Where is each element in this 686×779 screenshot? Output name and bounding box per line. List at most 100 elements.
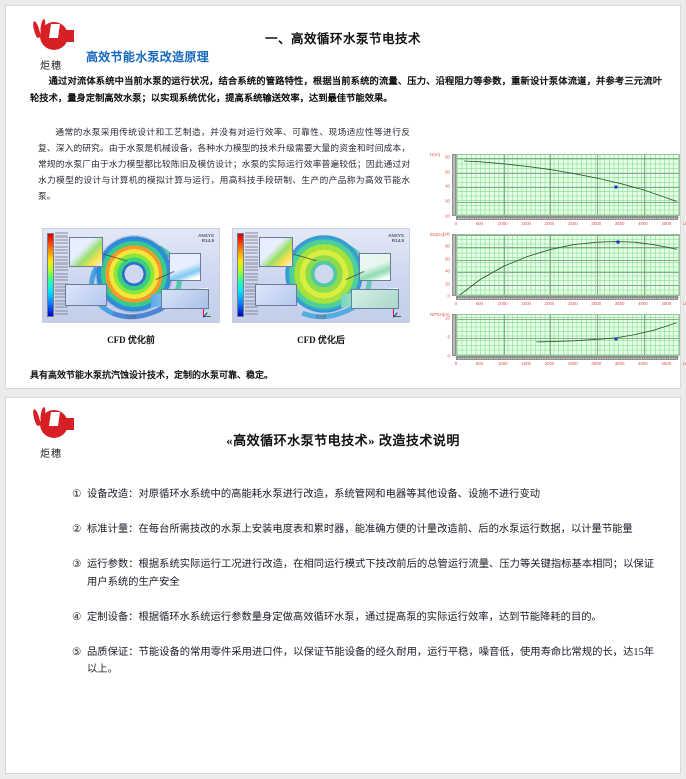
note-number: ③ bbox=[72, 559, 82, 571]
cfd-before-image: ANSYS R14.5 流线图 bbox=[42, 228, 220, 323]
cfd-after-image: ANSYS R14.5 流线图 bbox=[232, 228, 410, 323]
cfd-detail-inset-2 bbox=[169, 253, 201, 281]
technical-note-item: ① 设备改造：对原循环水系统中的高能耗水泵进行改造，系统管网和电器等其他设备、设施… bbox=[72, 486, 654, 504]
chart-y-axis-bar bbox=[452, 234, 456, 296]
y-tick-label: 60 bbox=[445, 256, 450, 262]
cfd-figure-group: ANSYS R14.5 流线图 CFD 优化前 bbox=[42, 228, 410, 346]
body-paragraph: 通常的水泵采用传统设计和工艺制造，并没有对运行效率、可靠性、现场适应性等进行反复… bbox=[38, 127, 410, 202]
x-tick-label: 3500 bbox=[614, 301, 625, 306]
x-tick-label: 4500 bbox=[661, 361, 672, 366]
chart-gridline-horizontal bbox=[457, 284, 679, 286]
x-tick-label: 1500 bbox=[521, 361, 531, 366]
chart-plot-area bbox=[456, 234, 680, 298]
pump-performance-charts: H(m) 20 30 40 50 60 0 500 1000 1500 2000 2500 3000 35… bbox=[430, 152, 686, 374]
x-tick-label: 4000 bbox=[638, 361, 648, 366]
chart-gridline-vertical bbox=[550, 315, 552, 355]
cfd-colorbar bbox=[237, 233, 244, 317]
note-text: 品质保证：节能设备的常用零件采用进口件，以保证节能设备的经久耐用，运行平稳，噪音… bbox=[87, 646, 654, 676]
cfd-colorbar bbox=[47, 233, 54, 317]
cfd-detail-inset-2 bbox=[359, 253, 391, 281]
chart-gridline-horizontal bbox=[457, 297, 679, 298]
chart-gridline-vertical bbox=[503, 155, 505, 215]
note-text: 运行参数：根据系统实际运行工况进行改造，在相同运行模式下技改前后的总管运行流量、… bbox=[87, 559, 654, 588]
y-tick-label: 20 bbox=[445, 281, 450, 287]
x-tick-label: 0 bbox=[454, 301, 458, 306]
chart-gridline-horizontal bbox=[457, 172, 679, 174]
chart-gridline-horizontal bbox=[457, 217, 679, 218]
technical-note-item: ② 标准计量：在每台所需技改的水泵上安装电度表和累时器，能准确方便的计量改造前、后… bbox=[72, 521, 654, 539]
x-tick-label: 2000 bbox=[544, 301, 555, 306]
chart-operating-point-marker bbox=[614, 337, 618, 341]
ansys-watermark: ANSYS R14.5 bbox=[198, 233, 214, 244]
chart-gridline-horizontal bbox=[457, 202, 679, 204]
cfd-colorbar-ticks bbox=[55, 232, 71, 318]
x-tick-label: 500 bbox=[475, 221, 484, 226]
chart-y-axis-bar bbox=[452, 314, 456, 356]
x-tick-label: 1500 bbox=[521, 301, 531, 306]
y-tick-label: 20 bbox=[445, 213, 450, 219]
top-slide-card: 炬穗 一、高效循环水泵节电技术 高效节能水泵改造原理 通过对流体系统中当前水泵的… bbox=[6, 6, 686, 388]
x-tick-label: 3500 bbox=[614, 221, 625, 226]
chart-gridline-vertical bbox=[550, 155, 552, 215]
chart-y-ticks: 20 30 40 50 60 bbox=[430, 154, 452, 219]
cfd-axis-triad-icon bbox=[203, 307, 213, 318]
chart-gridline-horizontal bbox=[457, 272, 679, 274]
y-tick-label: 10 bbox=[445, 315, 450, 321]
x-tick-label: 500 bbox=[475, 361, 484, 366]
section-subtitle: 高效节能水泵改造原理 bbox=[86, 50, 210, 64]
chart-gridline-vertical bbox=[503, 315, 505, 355]
cfd-detail-inset-4 bbox=[351, 289, 399, 309]
chart-series-line bbox=[463, 160, 677, 202]
chart-gridline-horizontal bbox=[457, 259, 679, 261]
chart-gridline-vertical bbox=[597, 235, 599, 295]
y-tick-label: 50 bbox=[445, 169, 450, 175]
chart-y-axis-label: H(m) bbox=[430, 152, 441, 157]
chart-gridline-horizontal bbox=[457, 337, 679, 339]
y-tick-label: 40 bbox=[445, 268, 450, 274]
chart-series-line bbox=[536, 322, 677, 343]
x-tick-label: 4500 bbox=[661, 301, 672, 306]
x-tick-label: 3000 bbox=[591, 221, 602, 226]
x-tick-label: 2500 bbox=[567, 301, 578, 306]
chart-gridline-vertical bbox=[643, 235, 645, 295]
cfd-detail-inset-1 bbox=[69, 237, 103, 267]
cfd-before-figure: ANSYS R14.5 流线图 CFD 优化前 bbox=[42, 228, 220, 346]
chart-y-axis-label: NPSH(m) bbox=[430, 312, 450, 317]
chart-gridline-horizontal bbox=[457, 247, 679, 249]
chart-x-axis-bar bbox=[456, 356, 678, 360]
performance-chart: NPSH(m) 0 5 10 0 500 1000 1500 2000 2500 3000 3500 4… bbox=[430, 312, 686, 368]
chart-gridline-horizontal bbox=[457, 357, 679, 358]
cfd-detail-inset-4 bbox=[161, 289, 209, 309]
chart-plot-area bbox=[456, 314, 680, 358]
x-tick-label: 3000 bbox=[591, 361, 602, 366]
cfd-note-text: 具有高效节能水泵抗汽蚀设计技术，定制的水泵可靠、稳定。 bbox=[30, 370, 274, 380]
chart-gridline-vertical bbox=[643, 315, 645, 355]
cfd-before-caption: CFD 优化前 bbox=[107, 335, 155, 345]
chart-operating-point-marker bbox=[616, 240, 620, 244]
y-tick-label: 0 bbox=[447, 353, 450, 359]
x-axis-unit-label: L/S bbox=[682, 361, 686, 366]
chart-x-axis-bar bbox=[456, 296, 678, 300]
chart-gridline-vertical bbox=[597, 315, 599, 355]
note-number: ④ bbox=[72, 611, 82, 623]
x-tick-label: 1500 bbox=[521, 221, 531, 226]
chart-gridline-horizontal bbox=[457, 235, 679, 236]
cfd-image-axis-label: 流线图 bbox=[125, 315, 137, 319]
page-title: 一、高效循环水泵节电技术 bbox=[264, 32, 421, 46]
chart-gridline-vertical bbox=[643, 155, 645, 215]
cfd-axis-triad-icon bbox=[393, 307, 403, 318]
technical-note-item: ④ 定制设备：根据循环水系统运行参数量身定做高效循环水泵，通过提高泵的实际运行效率… bbox=[72, 609, 654, 627]
chart-plot-area bbox=[456, 154, 680, 218]
logo-wordmark: 炬穗 bbox=[40, 449, 62, 460]
x-tick-label: 0 bbox=[454, 361, 458, 366]
logo-mark-icon bbox=[28, 406, 74, 444]
performance-chart: H(m) 20 30 40 50 60 0 500 1000 1500 2000 2500 3000 35… bbox=[430, 152, 686, 228]
chart-gridline-horizontal bbox=[457, 157, 679, 159]
x-tick-label: 4000 bbox=[638, 301, 648, 306]
x-axis-unit-label: L/S bbox=[682, 221, 686, 226]
x-axis-unit-label: L/S bbox=[682, 301, 686, 306]
chart-x-axis-bar bbox=[456, 216, 678, 220]
chart-x-ticks: 0 500 1000 1500 2000 2500 3000 3500 4000 4500 L/S bbox=[448, 360, 686, 368]
chart-x-ticks: 0 500 1000 1500 2000 2500 3000 3500 4000 4500 L/S bbox=[448, 300, 686, 308]
